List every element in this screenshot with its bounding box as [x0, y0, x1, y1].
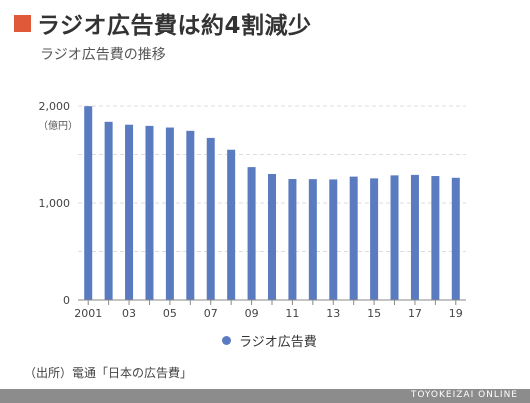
bar [84, 106, 93, 300]
title-marker [14, 14, 31, 32]
x-tick-label: 2001 [74, 307, 102, 320]
footer-bar: TOYOKEIZAI ONLINE [0, 389, 530, 403]
x-tick-label: 05 [163, 307, 177, 320]
x-tick-label: 09 [245, 307, 259, 320]
bar-chart: 0 1,000 2,000 2001 03 05 07 09 11 13 15 17 19 [39, 100, 466, 320]
x-tick-label: 07 [204, 307, 218, 320]
title-row: ラジオ広告費は約4割減少 [14, 8, 312, 39]
bar [186, 130, 195, 300]
legend-label: ラジオ広告費 [239, 335, 317, 350]
bar [125, 124, 134, 300]
chart-title: ラジオ広告費は約4割減少 [37, 13, 312, 39]
footer-brand: TOYOKEIZAI ONLINE [410, 390, 518, 400]
bar [431, 176, 440, 300]
y-tick-label: 0 [63, 294, 70, 307]
y-tick-label: 2,000 [39, 100, 71, 113]
bar [288, 179, 297, 300]
bar [247, 167, 256, 300]
bar [268, 173, 276, 300]
x-tick-label: 13 [326, 307, 340, 320]
chart-subtitle: ラジオ広告費の推移 [40, 47, 166, 63]
x-tick-label: 15 [367, 307, 381, 320]
bar [227, 149, 236, 300]
legend-swatch [222, 336, 231, 345]
y-tick-label: 1,000 [39, 197, 71, 210]
bar [451, 177, 460, 300]
bar [165, 127, 174, 300]
legend: ラジオ広告費 [222, 331, 317, 350]
bar [390, 175, 399, 300]
source-note: （出所）電通「日本の広告費」 [24, 366, 193, 380]
bar [370, 178, 379, 300]
bar [329, 179, 338, 300]
bar [410, 174, 419, 300]
bar [145, 125, 154, 300]
x-tick-label: 17 [408, 307, 422, 320]
x-tick-label: 11 [285, 307, 299, 320]
x-tick-label: 03 [122, 307, 136, 320]
y-axis-unit: （億円） [38, 121, 78, 132]
bar [308, 179, 317, 300]
x-tick-label: 19 [449, 307, 463, 320]
bar [104, 121, 113, 300]
bar [206, 137, 215, 300]
bar [349, 176, 358, 300]
